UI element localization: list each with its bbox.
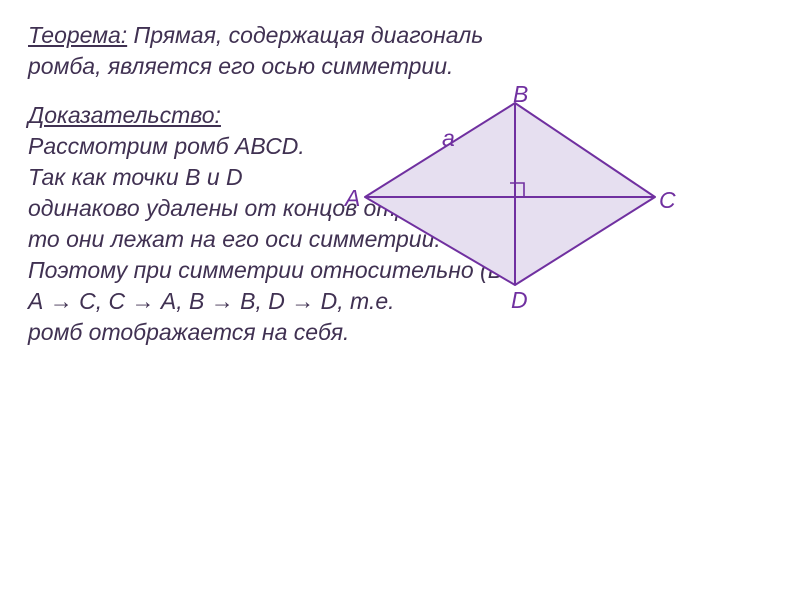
theorem-text-2: ромба, является его осью симметрии. — [28, 53, 453, 79]
rhombus-diagram: А В С D а — [345, 85, 675, 315]
theorem-label: Теорема: — [28, 22, 127, 48]
vertex-label-d: D — [511, 285, 528, 316]
proof-label: Доказательство: — [28, 102, 221, 128]
vertex-label-b: В — [513, 79, 528, 110]
side-label-a: а — [442, 123, 455, 154]
vertex-label-a: А — [345, 183, 360, 214]
proof-line-7: ромб отображается на себя. — [28, 317, 772, 348]
theorem-block: Теорема: Прямая, содержащая диагональ ро… — [28, 20, 772, 82]
vertex-label-c: С — [659, 185, 676, 216]
rhombus-svg — [345, 85, 675, 315]
theorem-text-1: Прямая, содержащая диагональ — [127, 22, 483, 48]
